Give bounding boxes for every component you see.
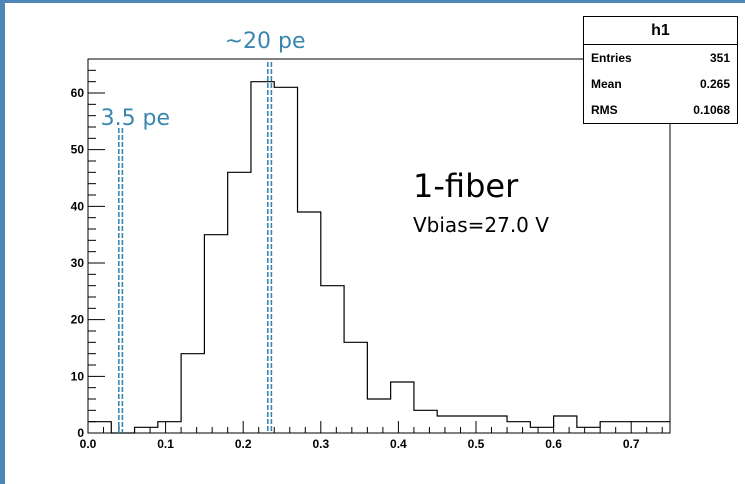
x-tick-label: 0.5 — [468, 437, 485, 451]
stats-label: Mean — [591, 77, 622, 91]
stats-row-mean: Mean 0.265 — [584, 71, 737, 97]
y-tick-label: 40 — [71, 199, 85, 213]
histogram-series — [88, 81, 670, 434]
reference-lines: 3.5 pe ~20 pe — [101, 29, 306, 433]
x-tick-label: 0.2 — [235, 437, 252, 451]
plot-frame — [87, 58, 671, 434]
x-tick-label: 0.4 — [390, 437, 407, 451]
y-tick-label: 30 — [71, 256, 85, 270]
x-tick-label: 0.7 — [623, 437, 640, 451]
y-tick-label: 0 — [77, 426, 84, 440]
stats-value: 0.1068 — [693, 103, 730, 117]
x-tick-label: 0.6 — [545, 437, 562, 451]
stats-label: Entries — [591, 51, 632, 65]
stats-value: 351 — [709, 51, 730, 65]
annotation-vbias: Vbias=27.0 V — [413, 213, 549, 237]
y-tick-label: 60 — [71, 86, 85, 100]
x-tick-label: 0.1 — [157, 437, 174, 451]
histogram-outline — [88, 81, 670, 434]
x-tick-label: 0.3 — [312, 437, 329, 451]
stats-value: 0.265 — [699, 77, 730, 91]
y-tick-label: 50 — [71, 143, 85, 157]
y-tick-label: 10 — [71, 369, 85, 383]
axes: 0.0 0.1 0.2 0.3 0.4 0.5 0.6 0.7 0 10 20 30 40 50 60 — [71, 58, 671, 451]
stats-title: h1 — [584, 17, 737, 45]
stats-row-rms: RMS 0.1068 — [584, 97, 737, 123]
annotation-fiber: 1-fiber — [413, 167, 519, 205]
reference-line-label: 3.5 pe — [101, 106, 170, 131]
stats-label: RMS — [591, 103, 618, 117]
x-tick-label: 0.0 — [80, 437, 97, 451]
stats-box: h1 Entries 351 Mean 0.265 RMS 0.1068 — [583, 16, 738, 124]
y-tick-label: 20 — [71, 313, 85, 327]
stats-row-entries: Entries 351 — [584, 45, 737, 71]
reference-line-label: ~20 pe — [225, 29, 306, 54]
